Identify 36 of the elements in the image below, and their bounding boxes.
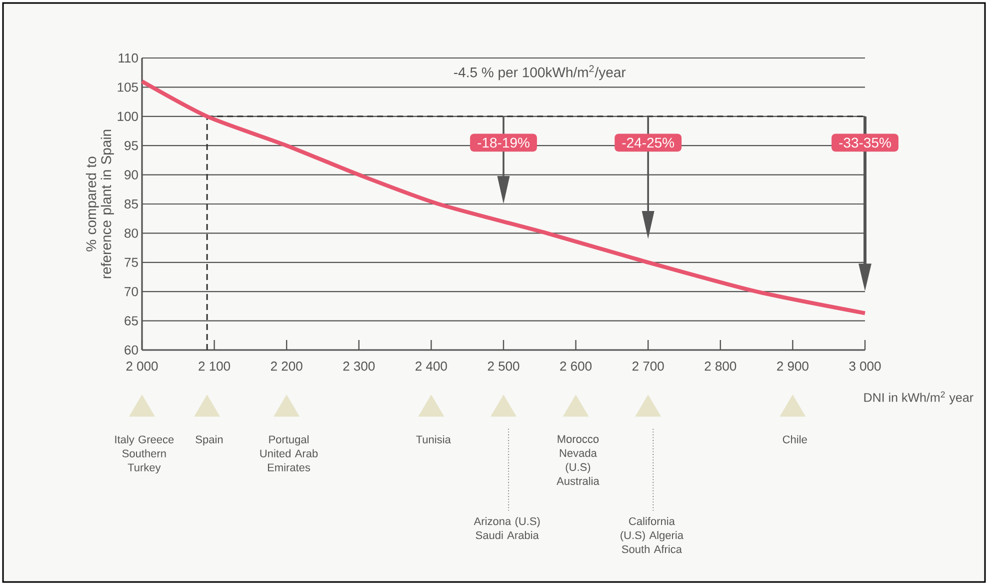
y-tick-label: 80	[124, 228, 138, 238]
x-tick-label: 2 800	[704, 362, 736, 371]
x-tick-label: 2 700	[632, 362, 664, 371]
y-tick-label: 105	[118, 82, 138, 92]
x-axis-title: DNI in kWh/m$^{2}$ year	[864, 391, 974, 404]
y-tick-label: 85	[124, 199, 138, 209]
y-tick-label: 95	[124, 140, 138, 150]
text: Italy Greece Southern Turkey	[115, 435, 174, 474]
y-tick-label: 60	[124, 345, 138, 355]
text: Portugal United Arab Emirates	[260, 435, 318, 472]
y-tick-label: 100	[118, 112, 138, 121]
y-tick-label: 110	[118, 53, 138, 63]
x-tick-label: 2 400	[416, 362, 447, 371]
x-tick-label: 2 600	[560, 362, 592, 371]
annotation: -4.5 % per 100kWh/m$^{2}$/year	[454, 65, 626, 80]
x-tick-label: 2 100	[198, 362, 230, 371]
text: Morocco Nevada (U.S) Australia	[556, 435, 600, 485]
text: Chile	[782, 435, 807, 444]
x-tick-label: 2 500	[488, 362, 520, 371]
annotation: -18-19%	[478, 138, 530, 148]
y-axis-title: % compared to reference plant in Spain	[86, 130, 114, 278]
y-tick-label: 90	[124, 170, 138, 180]
text: Tunisia	[416, 435, 451, 444]
x-tick-label: 3 000	[849, 362, 881, 371]
x-tick-label: 2 300	[343, 362, 375, 371]
y-tick-label: 75	[124, 258, 138, 267]
x-tick-label: 2 200	[271, 362, 302, 371]
text: Spain	[196, 435, 223, 446]
x-tick-label: 2 900	[777, 362, 808, 371]
y-tick-label: 70	[124, 286, 138, 296]
y-tick-label: 65	[124, 316, 138, 326]
text: Arizona (U.S) Saudi Arabia	[474, 517, 540, 540]
text: California (U.S) Algeria South Africa	[620, 517, 684, 554]
annotation: -24-25%	[622, 138, 674, 148]
x-tick-label: 2 000	[126, 362, 158, 371]
annotation: -33-35%	[839, 138, 891, 148]
